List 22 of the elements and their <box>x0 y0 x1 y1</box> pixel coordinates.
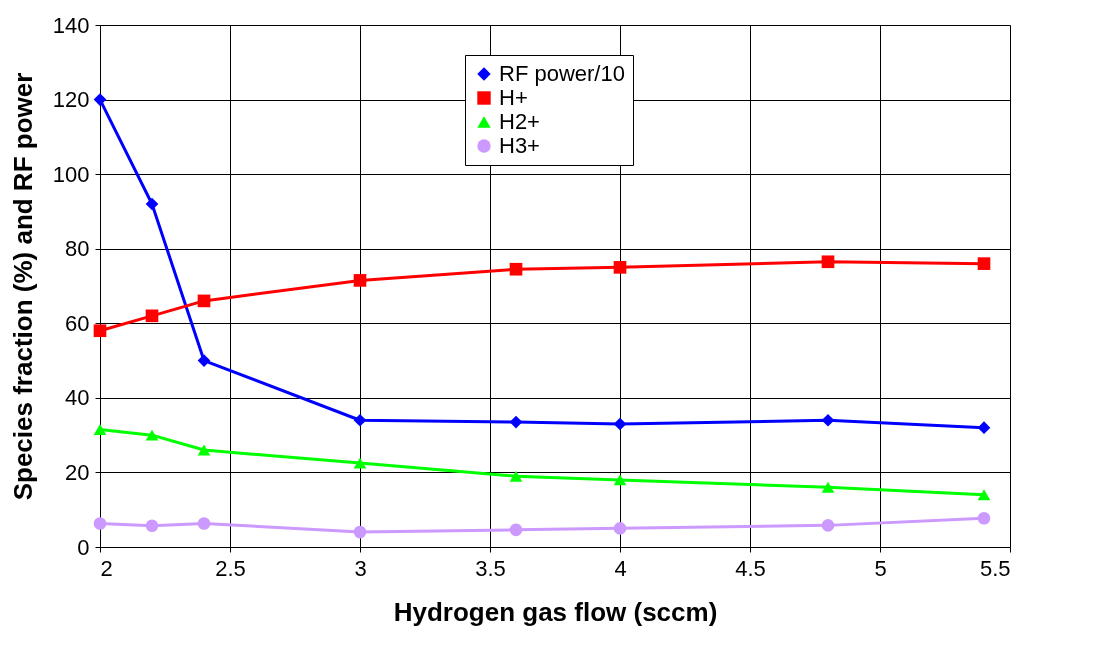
legend-label: H3+ <box>499 133 540 158</box>
x-tick-label: 2 <box>100 555 113 581</box>
y-tick-label: 80 <box>65 236 90 262</box>
x-tick-label: 3 <box>354 555 367 581</box>
x-axis-title: Hydrogen gas flow (sccm) <box>393 596 718 627</box>
x-tick-label: 4.5 <box>735 555 766 581</box>
x-tick-label: 3.5 <box>475 555 506 581</box>
y-tick-label: 120 <box>52 87 90 113</box>
legend-label: RF power/10 <box>499 61 625 86</box>
x-tick-label: 2.5 <box>215 555 246 581</box>
y-tick-label: 0 <box>77 534 90 560</box>
y-tick-label: 140 <box>52 12 90 38</box>
legend-label: H+ <box>499 85 528 110</box>
y-tick-label: 20 <box>65 459 90 485</box>
y-axis-title: Species fraction (%) and RF power <box>7 72 38 501</box>
legend-label: H2+ <box>499 109 540 134</box>
y-tick-label: 40 <box>65 385 90 411</box>
y-tick-label: 100 <box>52 161 90 187</box>
x-tick-label: 5 <box>874 555 887 581</box>
y-tick-label: 60 <box>65 310 90 336</box>
x-tick-label: 5.5 <box>979 555 1011 581</box>
x-tick-label: 4 <box>614 555 627 581</box>
